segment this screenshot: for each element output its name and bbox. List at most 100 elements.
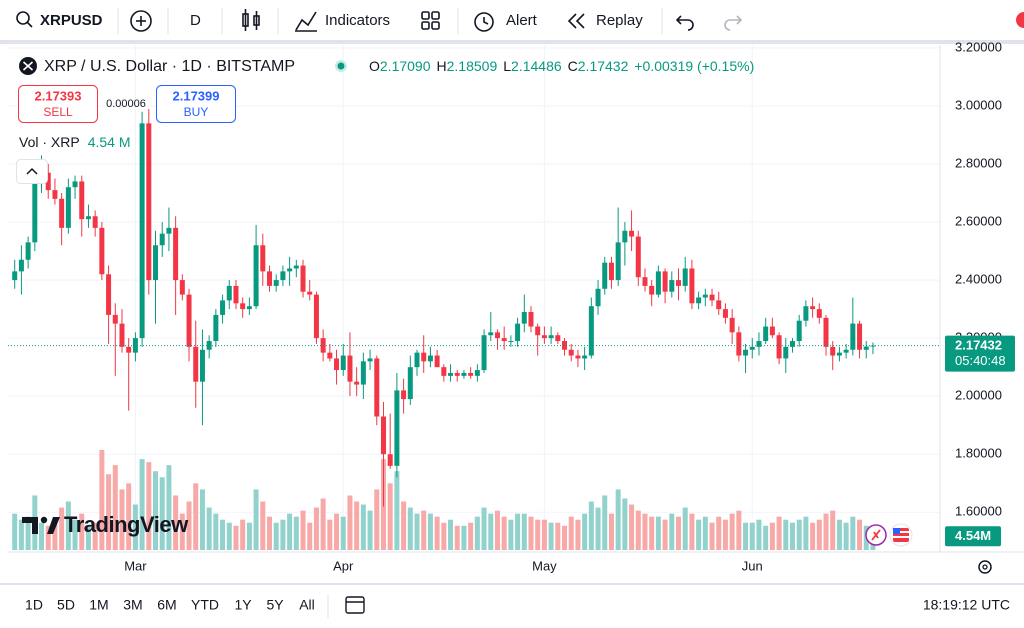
search-icon	[16, 11, 30, 25]
replay-label[interactable]: Replay	[596, 12, 643, 29]
candle-body	[79, 181, 85, 220]
interval[interactable]: D	[190, 12, 201, 29]
volume-bar	[843, 522, 849, 550]
volume-bar	[662, 519, 668, 550]
indicators-button[interactable]: Indicators	[295, 11, 390, 32]
redo-button[interactable]	[724, 15, 743, 31]
chart-type-button[interactable]	[242, 9, 260, 31]
volume-bar	[246, 522, 252, 550]
search-icon-handle	[26, 21, 33, 28]
volume-bar	[367, 510, 373, 550]
range-button[interactable]: 6M	[157, 597, 176, 613]
candle-body	[515, 323, 521, 342]
symbol-search[interactable]: XRPUSD	[16, 11, 103, 29]
volume-value-box	[945, 526, 1001, 547]
spread: 0.00006	[106, 98, 146, 110]
current-price-label: 2.17432	[955, 338, 1002, 353]
indicators-icon	[295, 11, 317, 31]
candle-body	[347, 355, 353, 382]
ohlc-key: H	[437, 58, 447, 74]
candle-body	[850, 323, 856, 350]
volume-bar	[702, 516, 708, 550]
compare-button[interactable]	[130, 10, 152, 32]
range-button[interactable]: 3M	[123, 597, 142, 613]
volume-bar	[213, 513, 219, 550]
price-axis: 1.600001.800002.000002.200002.400002.600…	[945, 39, 1015, 547]
volume-bar	[763, 525, 769, 550]
volume-bar	[186, 501, 192, 550]
volume-bar	[488, 513, 494, 550]
sell-price[interactable]: 2.17393	[35, 88, 82, 103]
sell-button[interactable]: 2.17393 SELL	[18, 85, 98, 123]
candle-body	[394, 390, 400, 466]
volume-legend-value: 4.54 M	[88, 134, 131, 150]
y-tick-label: 2.80000	[955, 155, 1002, 170]
alert-button[interactable]: Alert	[474, 12, 538, 32]
candle-body	[810, 306, 816, 310]
y-tick-label: 3.20000	[955, 39, 1002, 54]
alert-label[interactable]: Alert	[506, 12, 538, 29]
range-button[interactable]: 1D	[25, 597, 43, 613]
candle-body	[796, 320, 802, 342]
volume-bar	[260, 501, 266, 550]
range-button[interactable]: 1Y	[234, 597, 252, 613]
volume-bar	[515, 513, 521, 550]
date-range-button[interactable]	[345, 596, 365, 614]
candle-body	[220, 300, 226, 315]
volume-bar	[179, 513, 185, 550]
volume-bar	[39, 522, 45, 550]
legend-title[interactable]: XRP / U.S. Dollar · 1D · BITSTAMP	[44, 58, 295, 75]
volume-bar	[682, 507, 688, 550]
volume-bar	[414, 513, 420, 550]
replay-button[interactable]: Replay	[567, 12, 643, 29]
collapse-legend-button[interactable]	[16, 159, 48, 184]
candle-body	[313, 294, 319, 339]
ohlc-value: 2.17090	[380, 58, 431, 74]
undo-button[interactable]	[675, 15, 694, 31]
candle-body	[226, 285, 232, 301]
buy-button[interactable]: 2.17399 BUY	[156, 85, 236, 123]
market-status[interactable]	[337, 62, 345, 70]
symbol[interactable]: XRPUSD	[40, 12, 103, 29]
logo-text: TradingView	[64, 512, 189, 537]
buy-price[interactable]: 2.17399	[173, 88, 220, 103]
volume-bar	[374, 489, 380, 550]
settings-button[interactable]	[978, 560, 992, 574]
volume-bar	[206, 507, 212, 550]
indicators-label[interactable]: Indicators	[325, 12, 390, 29]
volume-bar	[45, 525, 51, 550]
candle-body	[481, 335, 487, 371]
volume-bar	[743, 522, 749, 550]
event-icons[interactable]	[865, 523, 913, 547]
range-button[interactable]: 5D	[57, 597, 75, 613]
range-button[interactable]: 5Y	[266, 597, 284, 613]
x-tick-label: Mar	[124, 558, 147, 573]
range-button[interactable]: YTD	[191, 597, 219, 613]
candle-body	[595, 288, 601, 307]
logo-mark-dot	[40, 516, 48, 524]
templates-button[interactable]	[421, 11, 440, 30]
candle-body	[367, 358, 373, 362]
candle-body	[106, 274, 112, 315]
volume-bar	[139, 459, 145, 550]
candle-body	[246, 306, 252, 310]
account-badge[interactable]	[1016, 12, 1024, 28]
volume-bar	[407, 507, 413, 550]
volume-bar	[575, 519, 581, 550]
candle-body	[173, 227, 179, 281]
clock[interactable]: 18:19:12 UTC	[923, 597, 1010, 613]
range-button[interactable]: All	[299, 597, 315, 613]
volume-legend[interactable]: Vol · XRP 4.54 M	[19, 134, 131, 150]
sell-label[interactable]: SELL	[43, 105, 73, 119]
buy-label[interactable]: BUY	[184, 105, 209, 119]
candle-body	[743, 349, 749, 356]
candle-body	[857, 323, 863, 350]
volume-bar	[850, 516, 856, 550]
candle-body	[434, 355, 440, 368]
candle-body	[45, 172, 51, 191]
candle-body	[662, 271, 668, 292]
candle-body	[52, 190, 58, 199]
volume-bar	[501, 516, 507, 550]
calendar-icon	[345, 596, 365, 614]
range-button[interactable]: 1M	[89, 597, 108, 613]
